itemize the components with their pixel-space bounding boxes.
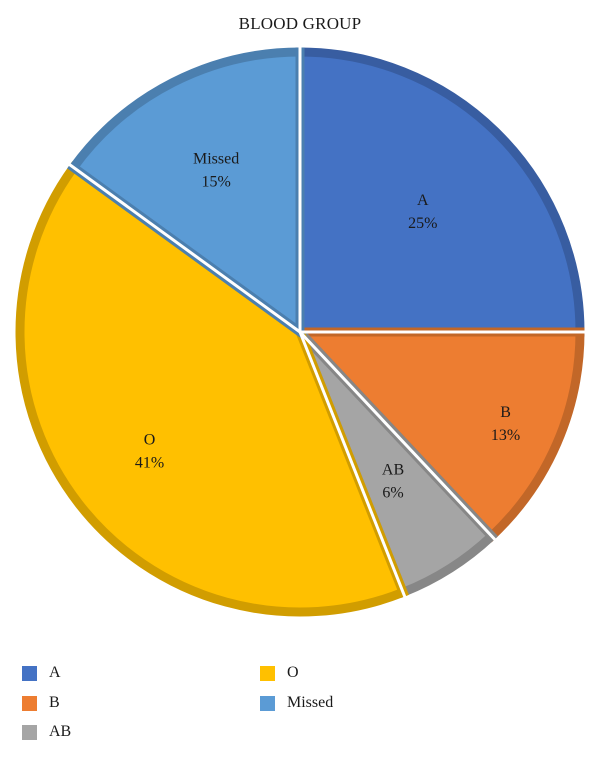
slice-label-a: A [417,192,429,209]
slice-label-b: B [500,404,511,421]
slice-value-a: 25% [408,215,437,232]
legend-swatch-o [260,665,275,681]
slice-label-ab: AB [382,462,404,479]
legend-swatch-a [22,665,37,681]
legend-swatch-missed [260,695,275,711]
slice-value-ab: 6% [382,485,403,502]
legend-label-missed: Missed [287,694,334,711]
legend-item-missed: Missed [260,694,333,712]
pie-slice-a [295,47,585,337]
pie-slice-b [289,327,585,543]
legend-label-o: O [287,664,299,681]
legend-label-ab: AB [49,723,72,740]
legend-label-a: A [49,664,61,681]
slice-value-b: 13% [491,427,520,444]
pie-slice-missed [67,47,305,341]
chart-title: BLOOD GROUP [238,14,362,33]
slice-separator [298,330,497,542]
slice-separator [298,331,407,599]
pie-slice-o [15,161,409,617]
slice-value-o: 41% [135,455,164,472]
slice-separator [67,162,301,334]
pie-chart: A 25% B 13% AB 6% O 41% Missed 15% [15,46,586,617]
legend-label-b: B [49,694,60,711]
legend-swatch-b [22,695,37,711]
legend-swatch-ab [22,724,37,740]
slice-label-missed: Missed [193,150,239,167]
slice-value-missed: 15% [201,173,230,190]
legend-item-a: A [22,664,61,682]
legend-item-ab: AB [22,723,71,741]
legend-item-o: O [260,664,299,682]
slice-label-o: O [144,432,156,449]
legend-item-b: B [22,694,60,712]
